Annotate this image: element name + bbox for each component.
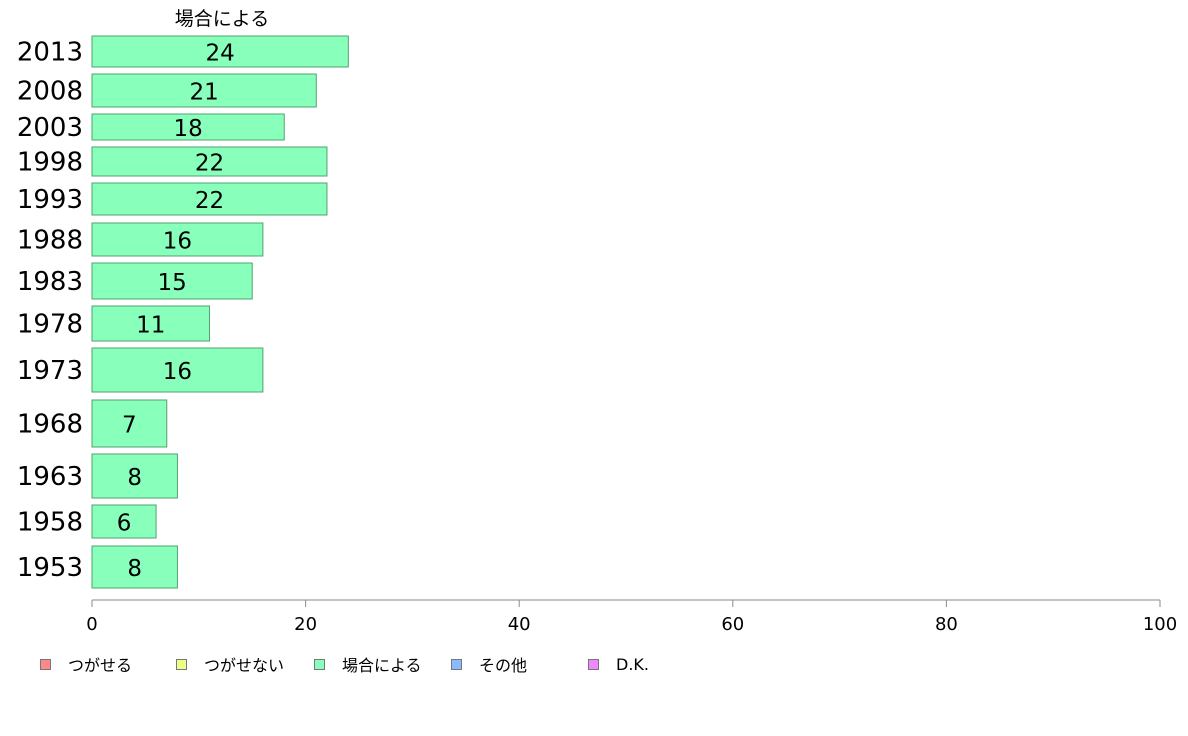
x-axis-ticks: 0 20 40 60 80 100 [86, 600, 1177, 635]
bar-2003 [91, 113, 285, 141]
bar-1953 [91, 545, 178, 589]
y-label-1958: 1958 [17, 508, 83, 538]
legend-item-1: つがせない [176, 653, 284, 675]
bar-1973 [91, 347, 264, 393]
bar-value-2008: 21 [189, 80, 218, 106]
bar-rows: 2013 24 2008 21 2003 18 1998 22 1993 22 1988 16 1983… [17, 35, 349, 589]
x-tick-label-0: 0 [86, 614, 97, 635]
y-label-1953: 1953 [17, 553, 83, 583]
bar-value-1968: 7 [122, 413, 137, 439]
bar-value-1978: 11 [136, 313, 165, 339]
x-tick-label-60: 60 [721, 614, 744, 635]
bar-value-2003: 18 [173, 116, 202, 142]
bar-1993 [91, 182, 328, 216]
legend-swatch [176, 658, 187, 670]
y-label-1998: 1998 [17, 148, 83, 178]
legend-label: その他 [479, 656, 528, 675]
y-label-1983: 1983 [17, 267, 83, 297]
bar-value-1963: 8 [127, 465, 142, 491]
bar-value-1983: 15 [157, 270, 186, 296]
legend-label: つがせる [68, 656, 133, 675]
bar-1998 [91, 146, 328, 177]
y-label-1968: 1968 [17, 410, 83, 440]
legend-item-2: 場合による [314, 653, 422, 675]
y-label-1973: 1973 [17, 356, 83, 386]
legend-label: つがせない [204, 656, 285, 675]
legend-swatch [314, 658, 325, 670]
y-label-2003: 2003 [17, 113, 83, 143]
legend-label: D.K. [616, 654, 649, 674]
y-label-1978: 1978 [17, 310, 83, 340]
bar-1978 [91, 305, 210, 342]
legend-item-4: D.K. [588, 653, 649, 675]
y-label-2008: 2008 [17, 77, 83, 107]
legend-swatch [40, 658, 51, 670]
bar-1963 [91, 453, 178, 499]
legend-item-3: その他 [451, 653, 527, 675]
legend: つがせる つがせない 場合による その他 D.K. [40, 653, 740, 675]
bar-value-1988: 16 [163, 229, 192, 255]
x-tick-label-20: 20 [294, 614, 317, 635]
x-tick-label-40: 40 [508, 614, 531, 635]
bar-value-2013: 24 [206, 41, 235, 67]
x-tick-label-100: 100 [1143, 614, 1177, 635]
bar-value-1958: 6 [117, 511, 132, 537]
y-label-1993: 1993 [17, 185, 83, 215]
y-label-1988: 1988 [17, 226, 83, 256]
bar-2008 [91, 73, 317, 108]
bar-2013 [91, 35, 349, 68]
y-label-2013: 2013 [17, 38, 83, 68]
bar-1958 [91, 504, 157, 539]
bar-value-1953: 8 [127, 556, 142, 582]
bar-value-1973: 16 [163, 359, 192, 385]
series-title: 場合による [175, 8, 269, 30]
legend-item-0: つがせる [40, 653, 132, 675]
legend-swatch [588, 658, 599, 670]
legend-swatch [451, 658, 462, 670]
bar-1983 [91, 262, 253, 300]
y-label-1963: 1963 [17, 462, 83, 492]
legend-label: 場合による [342, 656, 422, 675]
x-tick-label-80: 80 [935, 614, 958, 635]
bar-1988 [91, 222, 264, 257]
bar-1968 [91, 399, 168, 448]
bar-value-1998: 22 [195, 151, 224, 177]
bar-value-1993: 22 [195, 188, 224, 214]
